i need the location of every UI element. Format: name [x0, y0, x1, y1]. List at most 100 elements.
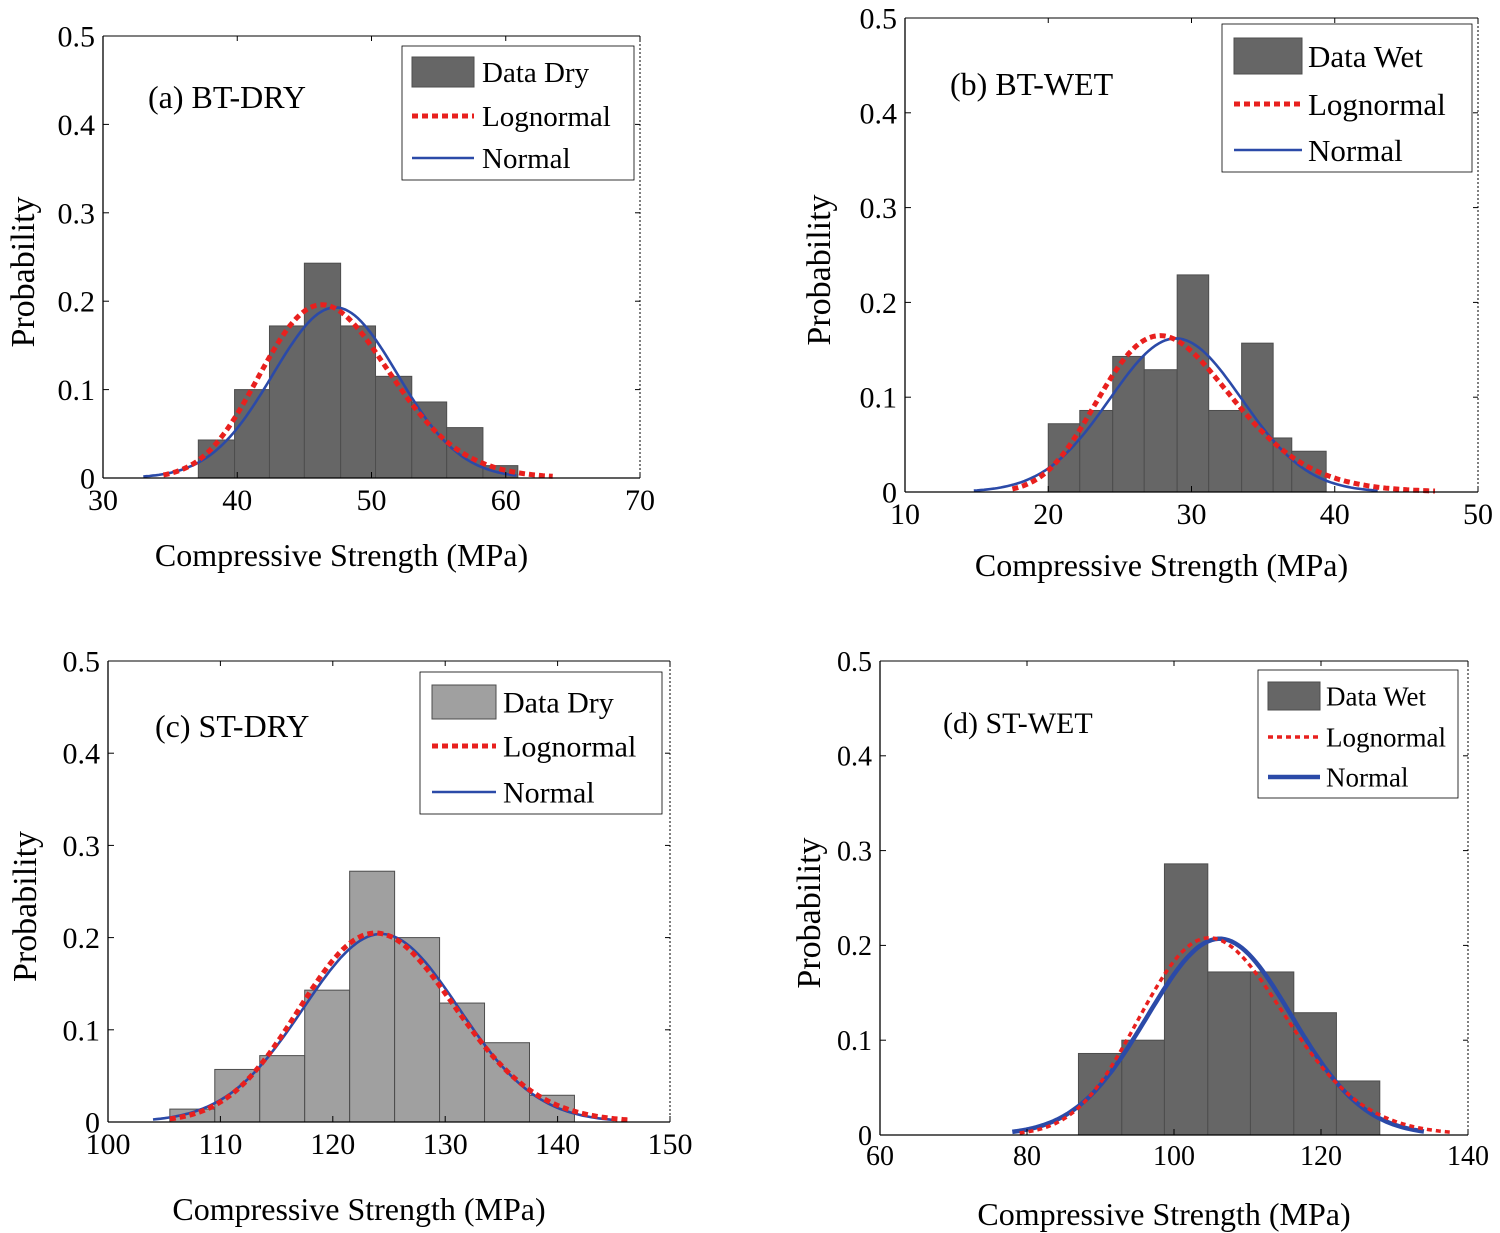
histogram-bar [375, 375, 413, 479]
x-tick-label: 10 [890, 498, 920, 531]
histogram-bar [340, 325, 377, 479]
y-tick-label: 0.2 [58, 286, 96, 319]
y-tick-label: 0.3 [63, 830, 101, 863]
chart-panel-3: 100 110 120 130 140 150 0 0.1 0.2 0.3 0.4 0.5 Compre… [7, 646, 693, 1228]
x-tick-label: 60 [491, 484, 521, 517]
histogram-bar [1112, 355, 1145, 493]
y-tick-label: 0.4 [860, 97, 898, 130]
legend: Data Dry Lognormal Normal [401, 45, 635, 181]
x-tick-label: 130 [423, 1128, 468, 1161]
histogram-bar [304, 989, 351, 1123]
y-axis-title: Probability [791, 837, 828, 988]
x-tick-label: 140 [1447, 1141, 1489, 1172]
histogram-bar [1047, 423, 1081, 493]
x-tick-label: 110 [198, 1128, 242, 1161]
y-tick-label: 0 [858, 1121, 872, 1152]
y-tick-label: 0.5 [837, 647, 872, 678]
y-tick-label: 0.2 [860, 287, 898, 320]
y-tick-label: 0.3 [58, 197, 96, 230]
lognormal-fit-line [169, 930, 631, 1123]
x-tick-label: 30 [88, 484, 118, 517]
y-tick-label: 0.5 [860, 3, 898, 36]
x-tick-label: 60 [866, 1141, 894, 1172]
y-tick-label: 0.3 [860, 192, 898, 225]
legend-entry: Lognormal [1326, 722, 1446, 752]
lognormal-fit-line [162, 302, 553, 479]
panel-label: (c) ST-DRY [155, 708, 309, 744]
legend-entry: Data Dry [482, 57, 590, 89]
x-tick-label: 140 [535, 1128, 580, 1161]
x-tick-label: 40 [1320, 498, 1350, 531]
y-tick-label: 0.4 [837, 742, 872, 773]
x-axis-title: Compressive Strength (MPa) [975, 547, 1348, 583]
x-tick-label: 80 [1013, 1141, 1041, 1172]
normal-fit-line [973, 337, 1378, 492]
y-tick-label: 0.5 [63, 646, 101, 679]
lognormal-fit-line [1011, 333, 1436, 494]
histogram-bar [349, 870, 396, 1123]
histogram-bar [259, 1055, 306, 1123]
y-tick-label: 0 [882, 477, 897, 510]
histogram-bar [1208, 409, 1243, 493]
legend-swatch-data [411, 56, 475, 88]
chart-panel-4: 60 80 100 120 140 0 0.1 0.2 0.3 0.4 0.5 Compressive… [791, 647, 1489, 1232]
legend-entry: Normal [1326, 762, 1408, 792]
chart-panel-2: 10 20 30 40 50 0 0.1 0.2 0.3 0.4 0.5 Compressive St… [801, 3, 1493, 584]
x-tick-label: 30 [1177, 498, 1207, 531]
x-tick-label: 20 [1033, 498, 1063, 531]
panel-label: (b) BT-WET [950, 66, 1114, 102]
x-tick-label: 100 [1153, 1141, 1195, 1172]
y-tick-label: 0 [85, 1107, 100, 1140]
legend-entry: Normal [503, 777, 595, 810]
y-axis-title: Probability [801, 194, 838, 345]
x-tick-label: 50 [357, 484, 387, 517]
panel-label: (d) ST-WET [943, 707, 1093, 740]
x-tick-label: 70 [625, 484, 655, 517]
histogram-bar [1207, 971, 1251, 1136]
x-axis-title: Compressive Strength (MPa) [155, 537, 528, 573]
x-axis-title: Compressive Strength (MPa) [977, 1196, 1350, 1232]
chart-panel-1: 30 40 50 60 70 0 0.1 0.2 0.3 0.4 0.5 Compressive St… [5, 21, 655, 574]
histogram-bar [303, 262, 342, 479]
x-tick-label: 150 [648, 1128, 693, 1161]
y-tick-label: 0.1 [837, 1026, 872, 1057]
histogram-bar [439, 1002, 486, 1123]
histogram-bar [1163, 863, 1209, 1136]
y-tick-label: 0.4 [63, 738, 101, 771]
x-tick-label: 120 [310, 1128, 355, 1161]
y-tick-label: 0.3 [837, 836, 872, 867]
legend-entry: Lognormal [503, 731, 636, 764]
legend: Data Dry Lognormal Normal [419, 671, 663, 815]
y-tick-label: 0.5 [58, 21, 96, 54]
y-tick-label: 0.4 [58, 109, 96, 142]
legend-swatch-data [1267, 681, 1321, 711]
histogram-bar [1249, 971, 1295, 1136]
panel-label: (a) BT-DRY [148, 79, 306, 115]
y-tick-label: 0.1 [63, 1014, 101, 1047]
histogram-bar [234, 389, 270, 479]
legend-entry: Normal [482, 143, 571, 175]
x-tick-label: 50 [1463, 498, 1493, 531]
y-tick-label: 0 [80, 463, 95, 496]
x-tick-label: 40 [222, 484, 252, 517]
legend: Data Wet Lognormal Normal [1221, 23, 1473, 173]
y-axis-title: Probability [5, 196, 42, 347]
histogram-bar [1121, 1039, 1165, 1136]
legend: Data Wet Lognormal Normal [1257, 669, 1459, 799]
lognormal-fit-line [1019, 936, 1454, 1135]
legend-swatch-data [431, 684, 497, 720]
legend-entry: Data Wet [1326, 681, 1427, 711]
x-tick-label: 120 [1300, 1141, 1342, 1172]
legend-entry: Data Wet [1308, 39, 1423, 74]
legend-entry: Normal [1308, 133, 1403, 168]
x-axis-title: Compressive Strength (MPa) [172, 1191, 545, 1227]
histogram-bar [1176, 274, 1210, 493]
histogram-bar [394, 937, 441, 1123]
histogram-bar [1143, 369, 1178, 493]
y-axis-title: Probability [7, 831, 44, 982]
legend-swatch-data [1233, 37, 1303, 75]
y-tick-label: 0.1 [58, 374, 96, 407]
y-tick-label: 0.2 [63, 922, 101, 955]
legend-entry: Lognormal [1308, 87, 1446, 122]
